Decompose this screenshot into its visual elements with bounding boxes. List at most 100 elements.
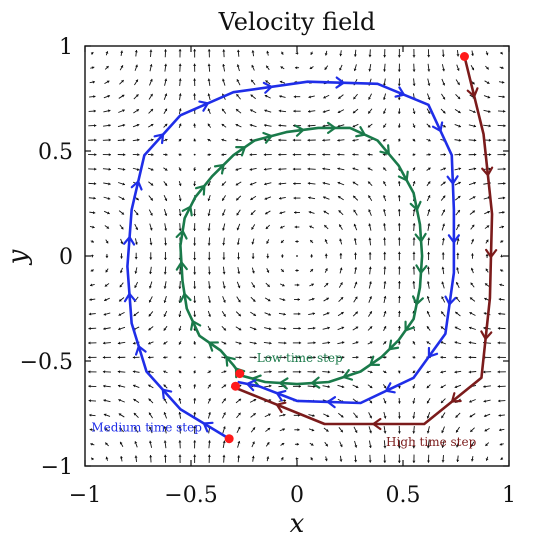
field-arrow bbox=[339, 253, 343, 259]
field-arrow bbox=[368, 266, 372, 275]
field-arrow bbox=[221, 138, 227, 142]
field-arrow bbox=[412, 340, 416, 345]
field-arrow bbox=[456, 49, 460, 57]
field-arrow bbox=[309, 283, 315, 287]
field-arrow bbox=[469, 210, 476, 215]
field-arrow bbox=[163, 153, 168, 157]
field-arrow bbox=[309, 442, 314, 446]
field-arrow bbox=[103, 297, 110, 302]
field-arrow bbox=[222, 223, 226, 231]
field-arrow bbox=[103, 327, 111, 331]
field-arrow bbox=[221, 310, 226, 317]
field-arrow bbox=[178, 123, 182, 128]
field-arrow bbox=[352, 384, 359, 389]
field-arrow bbox=[251, 282, 256, 288]
series-direction-arrow bbox=[251, 374, 262, 387]
field-arrow bbox=[426, 108, 431, 114]
field-arrow bbox=[470, 253, 474, 259]
field-arrow bbox=[324, 65, 329, 71]
field-arrow bbox=[397, 237, 401, 246]
series-direction-arrow bbox=[411, 295, 424, 306]
field-arrow bbox=[163, 138, 168, 142]
field-arrow bbox=[163, 295, 167, 303]
field-arrow bbox=[90, 457, 94, 461]
field-arrow bbox=[498, 413, 505, 417]
field-arrow bbox=[307, 109, 316, 113]
field-arrow bbox=[324, 441, 329, 447]
field-arrow bbox=[441, 93, 446, 100]
field-arrow bbox=[279, 94, 286, 98]
field-arrow bbox=[484, 210, 491, 215]
field-arrow bbox=[132, 123, 140, 128]
field-arrow bbox=[178, 194, 182, 202]
field-arrow bbox=[148, 93, 153, 100]
field-arrow bbox=[397, 454, 401, 463]
field-arrow bbox=[264, 210, 271, 215]
field-arrow bbox=[383, 181, 387, 187]
field-arrow bbox=[103, 123, 111, 127]
field-arrow bbox=[178, 167, 182, 172]
field-arrow bbox=[352, 341, 359, 345]
field-arrow bbox=[89, 298, 96, 302]
field-arrow bbox=[338, 94, 344, 100]
field-arrow bbox=[441, 296, 446, 303]
field-arrow bbox=[193, 397, 197, 404]
field-arrow bbox=[426, 412, 431, 419]
field-arrow bbox=[455, 412, 461, 418]
field-arrow bbox=[193, 251, 197, 261]
field-arrow bbox=[178, 152, 182, 156]
field-arrow bbox=[497, 341, 506, 345]
field-arrow bbox=[322, 181, 330, 185]
field-arrow bbox=[469, 297, 476, 302]
field-arrow bbox=[221, 181, 227, 186]
series-direction-arrow bbox=[427, 346, 439, 358]
trajectory-series: Low time step Medium time step High time s… bbox=[91, 56, 498, 449]
field-arrow bbox=[456, 267, 460, 274]
field-arrow bbox=[134, 64, 138, 71]
field-arrow bbox=[178, 340, 182, 345]
field-arrow bbox=[163, 325, 168, 331]
field-arrow bbox=[412, 167, 416, 172]
field-arrow bbox=[251, 455, 255, 462]
field-arrow bbox=[237, 252, 241, 260]
field-arrow bbox=[280, 254, 284, 258]
series-direction-arrow bbox=[415, 264, 428, 274]
field-arrow bbox=[148, 398, 154, 404]
field-arrow bbox=[368, 281, 372, 289]
field-arrow bbox=[251, 50, 255, 57]
field-arrow bbox=[382, 138, 387, 142]
field-arrow bbox=[353, 252, 357, 260]
field-arrow bbox=[163, 251, 167, 261]
field-arrow bbox=[397, 123, 401, 128]
field-arrow bbox=[207, 237, 211, 246]
field-arrow bbox=[88, 196, 96, 200]
field-arrow bbox=[102, 355, 112, 359]
field-arrow bbox=[426, 370, 431, 374]
field-arrow bbox=[89, 95, 96, 99]
field-arrow bbox=[454, 153, 462, 157]
field-arrow bbox=[383, 63, 387, 72]
field-arrow bbox=[295, 51, 299, 55]
field-arrow bbox=[427, 209, 431, 217]
series-direction-arrow bbox=[190, 320, 202, 331]
field-arrow bbox=[293, 312, 301, 316]
series-label: Low time step bbox=[257, 351, 343, 365]
series-1: Medium time step bbox=[91, 76, 460, 440]
series-direction-arrow bbox=[275, 401, 287, 414]
field-arrow bbox=[469, 413, 476, 418]
field-arrow bbox=[324, 50, 328, 56]
field-arrow bbox=[88, 341, 97, 345]
series-direction-arrow bbox=[431, 121, 444, 133]
start-markers bbox=[224, 52, 469, 444]
field-arrow bbox=[497, 167, 506, 171]
field-arrow bbox=[308, 95, 315, 99]
field-arrow bbox=[279, 413, 286, 417]
field-arrow bbox=[367, 181, 373, 186]
series-direction-arrow bbox=[447, 234, 460, 244]
field-arrow bbox=[103, 312, 111, 316]
field-arrow bbox=[250, 94, 256, 100]
field-arrow bbox=[484, 225, 490, 229]
field-arrow bbox=[383, 194, 387, 202]
field-arrow bbox=[235, 138, 242, 142]
field-arrow bbox=[193, 78, 197, 87]
